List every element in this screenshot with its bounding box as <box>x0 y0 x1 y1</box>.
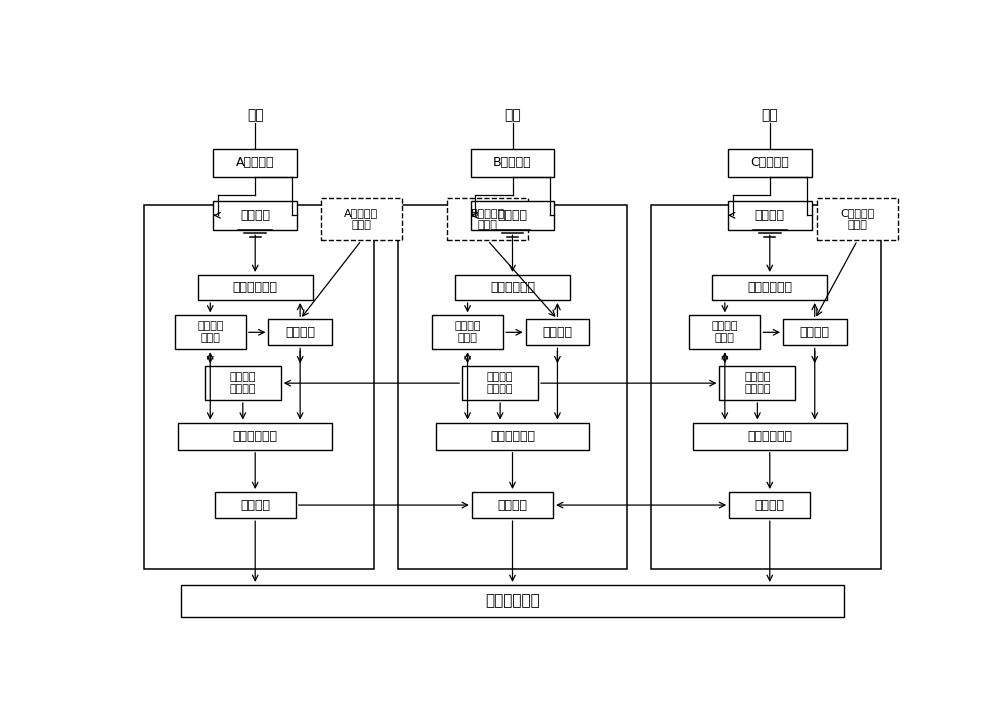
Text: 采样电路: 采样电路 <box>542 326 572 339</box>
Text: 北斗授时
模块电路: 北斗授时 模块电路 <box>744 372 771 394</box>
Text: 放电间隙: 放电间隙 <box>240 209 270 222</box>
Bar <box>689 315 760 349</box>
Text: 放电间隙: 放电间隙 <box>755 209 785 222</box>
Bar <box>462 366 538 400</box>
Bar <box>178 422 332 450</box>
Text: 多电压输
出电路: 多电压输 出电路 <box>454 322 481 343</box>
Bar <box>321 198 402 241</box>
Text: 数字功放电路: 数字功放电路 <box>490 281 535 294</box>
Bar <box>817 198 898 241</box>
Text: A相避雷器: A相避雷器 <box>236 156 274 169</box>
Text: 蓝牙模块: 蓝牙模块 <box>755 498 785 512</box>
Bar <box>472 492 553 518</box>
Text: C相避雷器: C相避雷器 <box>750 156 789 169</box>
Text: 放电间隙: 放电间隙 <box>498 209 528 222</box>
Text: 单片主控单元: 单片主控单元 <box>490 430 535 442</box>
Bar <box>268 320 332 346</box>
Text: 采样电路: 采样电路 <box>285 326 315 339</box>
Text: 多电压输
出电路: 多电压输 出电路 <box>712 322 738 343</box>
Bar <box>719 366 795 400</box>
Bar <box>783 320 847 346</box>
Text: 数字功放电路: 数字功放电路 <box>747 281 792 294</box>
Bar <box>447 198 528 241</box>
Text: B相数据采
集装置: B相数据采 集装置 <box>471 208 505 230</box>
Bar <box>181 585 844 616</box>
Bar <box>215 492 296 518</box>
Text: 电网: 电网 <box>504 108 521 122</box>
Bar <box>198 275 313 300</box>
Bar <box>712 275 827 300</box>
Text: 蓝牙模块: 蓝牙模块 <box>240 498 270 512</box>
Bar <box>213 201 297 229</box>
Bar <box>175 315 246 349</box>
Bar <box>432 315 503 349</box>
Bar <box>728 201 812 229</box>
Bar <box>729 492 810 518</box>
Bar <box>213 148 297 177</box>
Bar <box>471 148 554 177</box>
Text: 电网: 电网 <box>761 108 778 122</box>
Text: C相数据采
集装置: C相数据采 集装置 <box>840 208 874 230</box>
Bar <box>144 205 374 569</box>
Bar <box>526 320 589 346</box>
Text: 北斗授时
模块电路: 北斗授时 模块电路 <box>230 372 256 394</box>
Bar <box>728 148 812 177</box>
Text: B相避雷器: B相避雷器 <box>493 156 532 169</box>
Bar <box>471 201 554 229</box>
Bar <box>398 205 627 569</box>
Bar <box>651 205 881 569</box>
Text: 电网: 电网 <box>247 108 264 122</box>
Text: A相数据采
集装置: A相数据采 集装置 <box>344 208 378 230</box>
Text: 多电压输
出电路: 多电压输 出电路 <box>197 322 224 343</box>
Text: 手持显示装置: 手持显示装置 <box>485 594 540 608</box>
Text: 单片主控单元: 单片主控单元 <box>747 430 792 442</box>
Text: 单片主控单元: 单片主控单元 <box>233 430 278 442</box>
Text: 蓝牙模块: 蓝牙模块 <box>498 498 528 512</box>
Bar <box>693 422 847 450</box>
Bar <box>205 366 281 400</box>
Text: 北斗授时
模块电路: 北斗授时 模块电路 <box>487 372 513 394</box>
Text: 数字功放电路: 数字功放电路 <box>233 281 278 294</box>
Bar <box>455 275 570 300</box>
Bar <box>436 422 589 450</box>
Text: 采样电路: 采样电路 <box>800 326 830 339</box>
